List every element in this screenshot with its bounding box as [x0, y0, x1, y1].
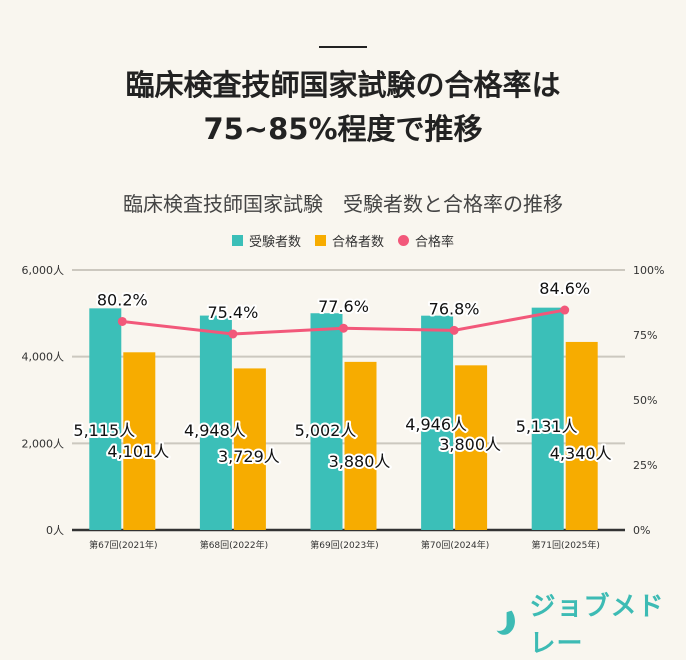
pass-rate-point	[560, 306, 569, 315]
pass-rate-point	[339, 324, 348, 333]
right-tick-label: 0%	[633, 524, 650, 537]
pass-rate-label: 77.6%	[318, 297, 369, 316]
brand-name: ジョブメドレー	[530, 586, 686, 660]
right-tick-label: 75%	[633, 329, 657, 342]
logo-icon	[495, 606, 522, 640]
category-label: 第67回(2021年)	[89, 539, 157, 551]
right-tick-label: 50%	[633, 394, 657, 407]
pass-rate-label: 76.8%	[429, 299, 480, 318]
data-label-examinees: 5,131人	[516, 417, 578, 436]
pass-rate-label: 80.2%	[97, 290, 148, 309]
category-label: 第71回(2025年)	[532, 539, 600, 551]
bar-examinees	[89, 308, 121, 530]
data-label-examinees: 4,948人	[184, 421, 246, 440]
data-label-passers: 4,101人	[107, 442, 169, 461]
right-tick-label: 100%	[633, 264, 664, 277]
left-tick-label: 4,000人	[22, 351, 65, 364]
data-label-passers: 3,729人	[218, 447, 280, 466]
pass-rate-point	[118, 317, 127, 326]
category-label: 第70回(2024年)	[421, 539, 489, 551]
brand-logo: ジョブメドレー	[495, 586, 686, 660]
pass-rate-label: 84.6%	[539, 279, 590, 298]
right-tick-label: 25%	[633, 459, 657, 472]
data-label-passers: 3,800人	[439, 435, 501, 454]
data-label-passers: 3,880人	[329, 452, 391, 471]
bar-passers	[345, 362, 377, 530]
data-label-examinees: 5,115人	[73, 421, 135, 440]
pass-rate-label: 75.4%	[207, 303, 258, 322]
chart-svg: 0人 2,000人 4,000人 6,000人 0% 25% 50% 75% 100% 第67回(…	[0, 0, 686, 644]
data-label-examinees: 5,002人	[295, 421, 357, 440]
left-tick-label: 0人	[46, 524, 64, 537]
data-label-passers: 4,340人	[550, 444, 612, 463]
data-label-examinees: 4,946人	[405, 415, 467, 434]
category-label: 第69回(2023年)	[310, 539, 378, 551]
pass-rate-point	[228, 329, 237, 338]
category-label: 第68回(2022年)	[200, 539, 268, 551]
pass-rate-point	[450, 326, 459, 335]
left-tick-label: 2,000人	[22, 437, 65, 450]
left-tick-label: 6,000人	[22, 264, 65, 277]
